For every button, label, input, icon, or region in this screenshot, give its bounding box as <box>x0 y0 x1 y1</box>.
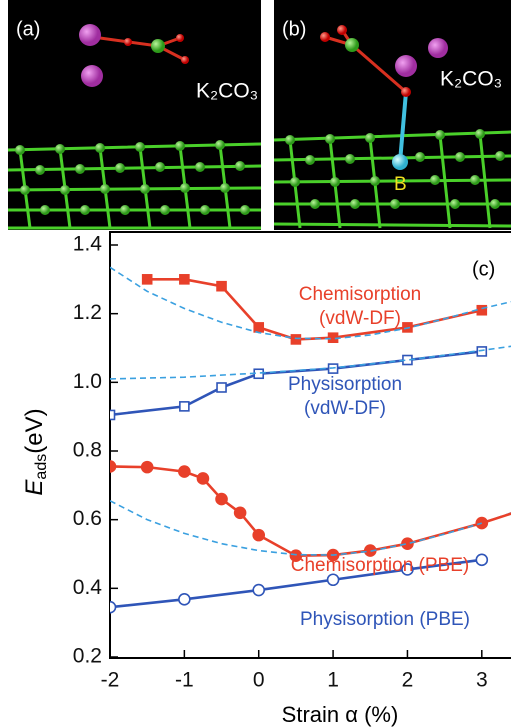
plot-area <box>110 266 511 614</box>
molecule-label: K₂CO₃ <box>440 68 502 91</box>
marker <box>178 593 191 606</box>
y-tick-label: 0.4 <box>73 576 103 599</box>
x-tick-label: -1 <box>175 669 194 692</box>
panel-background <box>274 0 511 230</box>
marker <box>290 334 302 345</box>
y-tick-label: 0.6 <box>73 507 102 530</box>
fit-curve <box>110 345 511 380</box>
marker <box>326 573 340 587</box>
annotation: Chemisorption (PBE) <box>291 555 469 576</box>
panel-label: (b) <box>282 18 306 40</box>
annotation: (vdW-DF) <box>319 308 401 329</box>
marker <box>476 346 488 357</box>
plot-frame <box>109 231 511 659</box>
chart: (c) Strain α (%) Eads(eV) -2 -1 0 1 2 3 0.2 0.4… <box>21 231 511 727</box>
marker <box>216 382 227 393</box>
marker <box>401 537 414 551</box>
marker <box>253 322 265 333</box>
marker <box>233 506 247 520</box>
y-tick-label: 1.0 <box>73 370 102 393</box>
annotation: Chemisorption <box>299 284 422 305</box>
series-line <box>110 465 483 558</box>
annotation: Physisorption (PBE) <box>300 609 470 630</box>
marker <box>252 528 266 542</box>
marker <box>289 549 303 563</box>
x-tick-label: -2 <box>101 669 120 692</box>
annotation: Physisorption <box>288 374 402 395</box>
y-tick-label: 1.2 <box>73 301 102 324</box>
y-label-unit: (eV) <box>21 408 48 453</box>
x-axis-label: Strain α (%) <box>282 702 399 727</box>
panel-label: (a) <box>16 18 40 40</box>
x-tick-label: 2 <box>402 669 414 692</box>
y-tick-label: 0.8 <box>73 439 102 462</box>
marker <box>141 274 153 285</box>
y-tick-label: 1.4 <box>73 233 103 256</box>
fit-curve <box>110 500 511 556</box>
marker <box>140 460 154 474</box>
series-line <box>147 278 483 341</box>
marker <box>401 563 414 576</box>
marker <box>215 492 228 506</box>
x-tick-label: 3 <box>476 669 488 692</box>
panel-background <box>8 0 261 230</box>
molecule <box>320 25 448 170</box>
y-tick-label: 0.2 <box>73 645 102 668</box>
series-line <box>481 512 511 525</box>
x-tick-label: 1 <box>327 669 339 692</box>
marker <box>252 583 266 597</box>
marker <box>110 409 116 421</box>
carbon-atoms <box>285 129 505 209</box>
marker <box>475 553 489 567</box>
atom-label: B <box>394 174 407 195</box>
marker <box>216 280 227 292</box>
molecule-label: K₂CO₃ <box>196 80 258 103</box>
y-axis-label: Eads(eV) <box>21 408 50 495</box>
marker <box>179 274 190 285</box>
panel-label: (c) <box>472 258 495 280</box>
marker <box>110 460 117 473</box>
marker <box>179 401 190 412</box>
y-label-symbol: E <box>21 479 48 496</box>
y-label-subscript: ads <box>33 454 50 480</box>
carbon-atoms <box>15 140 250 215</box>
panel-b: (b) K₂CO₃ B <box>273 0 511 230</box>
x-tick-label: 0 <box>253 669 265 692</box>
marker <box>110 600 117 614</box>
molecule <box>79 24 189 87</box>
panel-a: (a) K₂CO₃ <box>7 0 262 230</box>
annotation: (vdW-DF) <box>304 398 386 419</box>
marker <box>178 465 191 478</box>
series-line <box>110 558 482 609</box>
marker <box>196 472 210 485</box>
